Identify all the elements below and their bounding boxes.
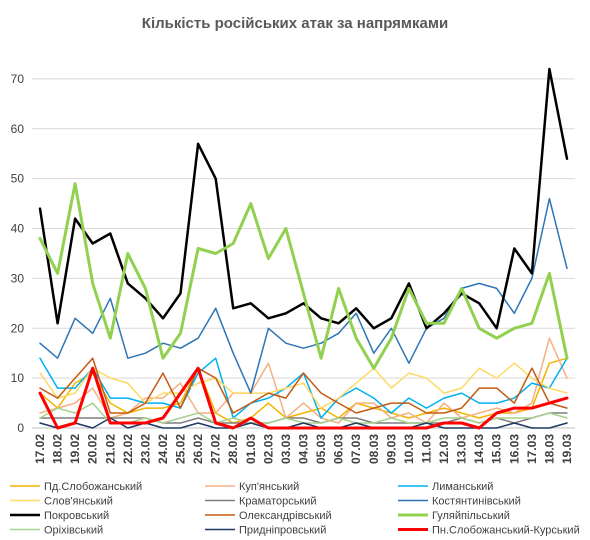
x-tick-label: 19.02 xyxy=(68,434,82,464)
x-tick-label: 15.03 xyxy=(490,434,504,464)
y-tick-label: 20 xyxy=(11,321,25,335)
x-tick-label: 27.02 xyxy=(209,434,223,464)
x-tick-label: 06.03 xyxy=(332,434,346,464)
x-tick-label: 21.02 xyxy=(103,434,117,464)
legend-label: Куп'янський xyxy=(239,481,299,493)
x-tick-label: 28.02 xyxy=(226,434,240,464)
legend-label: Гуляйпільський xyxy=(432,510,510,522)
y-tick-label: 0 xyxy=(17,421,24,435)
x-tick-label: 07.03 xyxy=(349,434,363,464)
legend-label: Слов'янський xyxy=(44,496,113,508)
x-tick-label: 16.03 xyxy=(507,434,521,464)
x-tick-label: 13.03 xyxy=(455,434,469,464)
x-tick-label: 24.02 xyxy=(156,434,170,464)
x-tick-label: 03.03 xyxy=(279,434,293,464)
x-tick-label: 26.02 xyxy=(191,434,205,464)
y-tick-label: 30 xyxy=(11,271,25,285)
legend-label: Придніпровський xyxy=(239,525,326,537)
legend-label: Олександрівський xyxy=(239,510,332,522)
legend-label: Оріхівський xyxy=(44,525,103,537)
series-line-5 xyxy=(39,197,568,394)
x-tick-label: 19.03 xyxy=(560,434,574,464)
series-line-11 xyxy=(38,366,569,430)
x-tick-label: 18.03 xyxy=(542,434,556,464)
y-tick-label: 50 xyxy=(11,172,25,186)
x-tick-label: 08.03 xyxy=(367,434,381,464)
legend-label: Покровський xyxy=(44,510,109,522)
x-tick-label: 05.03 xyxy=(314,434,328,464)
x-tick-label: 02.03 xyxy=(261,434,275,464)
y-tick-label: 10 xyxy=(11,371,25,385)
x-tick-label: 18.02 xyxy=(51,434,65,464)
x-tick-label: 22.02 xyxy=(121,434,135,464)
legend-label: Лиманський xyxy=(432,481,493,493)
series-line-7 xyxy=(39,357,568,414)
legend: Пд.Слобожанський Куп'янський Лиманський Сло… xyxy=(10,481,580,537)
y-axis-ticks: 0 10 20 30 40 50 60 70 xyxy=(11,72,25,435)
x-tick-label: 20.02 xyxy=(86,434,100,464)
x-tick-label: 09.03 xyxy=(384,434,398,464)
y-tick-label: 40 xyxy=(11,222,25,236)
y-tick-label: 60 xyxy=(11,122,25,136)
x-tick-label: 11.03 xyxy=(419,434,433,464)
legend-label: Костянтинівський xyxy=(432,496,521,508)
series-line-3 xyxy=(39,362,568,409)
chart-title: Кількість російських атак за напрямками xyxy=(142,15,448,32)
y-tick-label: 70 xyxy=(11,72,25,86)
series-line-6 xyxy=(38,67,569,330)
legend-label: Пд.Слобожанський xyxy=(44,481,142,493)
x-tick-label: 10.03 xyxy=(402,434,416,464)
series-lines xyxy=(38,67,569,430)
series-line-8 xyxy=(38,182,569,370)
x-axis-ticks: 17.02 18.02 19.02 20.02 21.02 22.02 23.02 24.02… xyxy=(33,434,574,464)
x-tick-label: 14.03 xyxy=(472,434,486,464)
legend-label: Краматорський xyxy=(239,496,317,508)
x-tick-label: 12.03 xyxy=(437,434,451,464)
x-tick-label: 17.02 xyxy=(33,434,47,464)
x-tick-label: 04.03 xyxy=(297,434,311,464)
x-tick-label: 25.02 xyxy=(174,434,188,464)
x-tick-label: 17.03 xyxy=(525,434,539,464)
x-tick-label: 23.02 xyxy=(138,434,152,464)
x-tick-label: 01.03 xyxy=(244,434,258,464)
legend-label: Пн.Слобожанський-Курський xyxy=(432,525,580,537)
